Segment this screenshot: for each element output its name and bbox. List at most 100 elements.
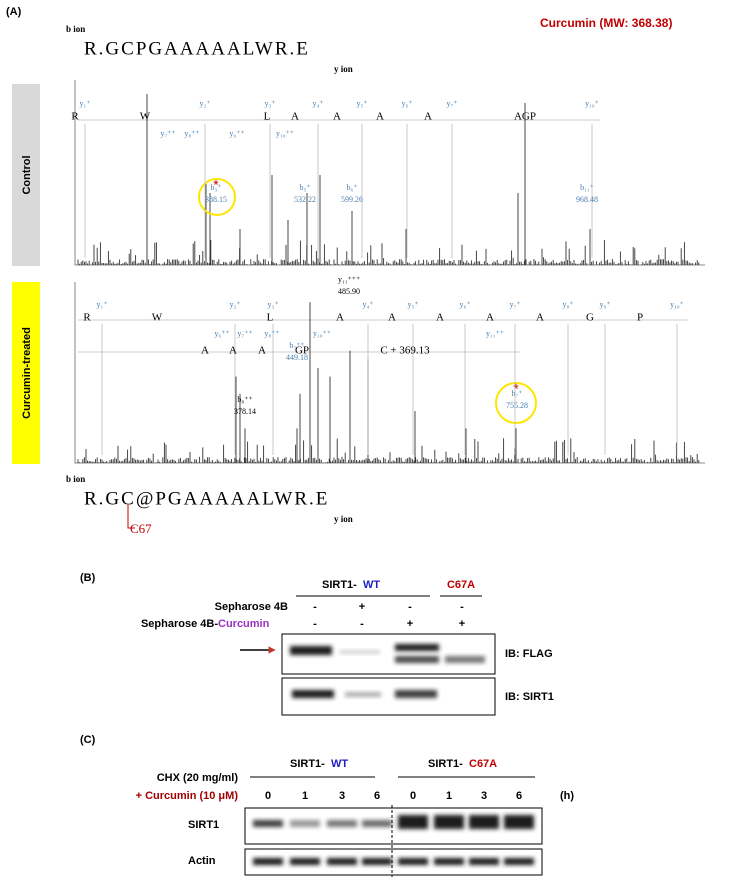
ion-label: y₆⁺⁺: [214, 329, 229, 338]
row-label: Sepharose 4B-: [141, 618, 218, 630]
ion-label: y₆⁺: [459, 300, 470, 309]
group-prefix: SIRT1-: [322, 579, 357, 591]
peaks: [77, 302, 700, 463]
ion-mz: 485.90: [338, 287, 360, 296]
sign: -: [313, 601, 317, 613]
band: [253, 858, 283, 865]
star: *: [213, 177, 219, 193]
residue: A: [376, 111, 384, 123]
b-ion: b ion: [66, 24, 85, 34]
sign: -: [360, 618, 364, 630]
side-label: Control: [21, 155, 33, 194]
sign: -: [460, 601, 464, 613]
band: [434, 815, 464, 829]
ion-label: y₄⁺: [362, 300, 373, 309]
ion-label: y₅⁺: [407, 300, 418, 309]
treatment: CHX (20 mg/ml): [157, 772, 239, 784]
ion-label: y₇⁺⁺: [160, 129, 175, 138]
ion-label: b₇⁺: [511, 389, 522, 398]
ion-label: b₆⁺: [346, 183, 357, 192]
axis: [74, 80, 705, 266]
group-name: WT: [331, 758, 348, 770]
y-ion: y ion: [334, 514, 353, 524]
ion-mz: 449.18: [286, 353, 308, 362]
ion-label: y₅⁺: [356, 99, 367, 108]
residue: GP: [295, 345, 309, 357]
residue: A: [486, 312, 494, 324]
band: [469, 815, 499, 829]
blot-label: IB: SIRT1: [505, 691, 554, 703]
band: [340, 650, 380, 654]
group-name: WT: [363, 579, 380, 591]
residue: L: [264, 111, 271, 123]
ion-label: b₈⁺⁺: [237, 395, 252, 404]
ion-label: y₁₁⁺⁺: [486, 329, 504, 338]
ion-label: y₈⁺⁺: [184, 129, 199, 138]
band: [253, 820, 283, 827]
ion-label: y₂⁺: [199, 99, 210, 108]
band: [327, 820, 357, 827]
band: [398, 815, 428, 829]
ion-label: y₈⁺: [562, 300, 573, 309]
sign: -: [313, 618, 317, 630]
residue: A: [333, 111, 341, 123]
residue: G: [586, 312, 594, 324]
peaks: [77, 94, 700, 265]
time: 6: [516, 790, 522, 802]
ion-label: 388.15: [205, 195, 227, 204]
band: [362, 858, 392, 865]
ion-label: y₁₁⁺⁺⁺: [338, 275, 360, 284]
ion-label: b₇⁺⁺: [289, 341, 304, 350]
ion-label: y₁₀⁺⁺: [276, 129, 294, 138]
band: [290, 646, 332, 655]
ion-label: y₈⁺⁺: [264, 329, 279, 338]
band: [434, 858, 464, 865]
ion-label: y₆⁺: [401, 99, 412, 108]
y-ion: y ion: [334, 64, 353, 74]
ion-label: y₇⁺: [509, 300, 520, 309]
highlight-circle: [495, 382, 537, 424]
residue: A: [388, 312, 396, 324]
ion-mz: 755.28: [506, 401, 528, 410]
panel-label: (C): [80, 734, 96, 746]
ion-label: y₉⁺⁺: [229, 129, 244, 138]
blot-label: Actin: [188, 855, 216, 867]
residue: L: [267, 312, 274, 324]
side-label: Curcumin-treated: [21, 327, 33, 419]
treatment: + Curcumin (10 μM): [136, 790, 239, 802]
residue: A: [258, 345, 266, 357]
axis: [74, 282, 705, 464]
residue: A: [291, 111, 299, 123]
sign: +: [407, 618, 413, 630]
band: [395, 690, 437, 698]
blot-label: IB: FLAG: [505, 648, 553, 660]
time-unit: (h): [560, 790, 574, 802]
row-highlight: Curcumin: [218, 618, 270, 630]
residue: W: [140, 111, 151, 123]
band: [445, 656, 485, 663]
residue: A: [201, 345, 209, 357]
blot-label: SIRT1: [188, 819, 219, 831]
compound: Curcumin (MW: 368.38): [540, 16, 672, 30]
side-bar: [12, 84, 40, 266]
sign: +: [459, 618, 465, 630]
ion-label: y₇⁺⁺: [237, 329, 252, 338]
residue: C + 369.13: [380, 345, 430, 357]
band: [395, 656, 439, 663]
panel-label: (B): [80, 572, 96, 584]
time: 0: [265, 790, 271, 802]
sequence: R.GCPGAAAAALWR.E: [84, 38, 310, 59]
band: [395, 644, 439, 651]
residue: R: [71, 111, 79, 123]
panel-label: (A): [6, 6, 22, 18]
ion-label: y₃⁺: [267, 300, 278, 309]
time: 0: [410, 790, 416, 802]
ion-label: y₁⁺: [79, 99, 90, 108]
time: 1: [302, 790, 308, 802]
spectrum: [77, 94, 700, 265]
time: 3: [339, 790, 345, 802]
time: 6: [374, 790, 380, 802]
b-ion: b ion: [66, 474, 85, 484]
band: [327, 858, 357, 865]
